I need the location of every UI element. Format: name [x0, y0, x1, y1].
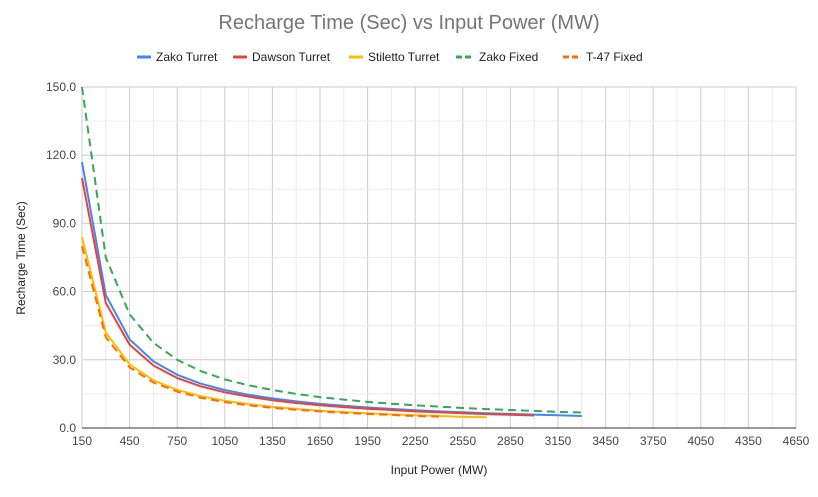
x-tick-label: 1050: [211, 434, 238, 448]
axes: 150 450 750 1050 1350 1650 1950 2250 2550 2850 315…: [46, 80, 810, 448]
x-tick-label: 750: [167, 434, 187, 448]
x-tick-label: 2850: [497, 434, 524, 448]
legend-label: Stiletto Turret: [368, 50, 440, 64]
legend-label: T-47 Fixed: [586, 50, 643, 64]
series-line-t-47-fixed: [81, 245, 440, 418]
legend: Zako Turret Dawson Turret Stiletto Turret Z…: [137, 50, 643, 64]
x-tick-label: 3150: [545, 434, 572, 448]
x-axis-label: Input Power (MW): [391, 463, 488, 477]
x-tick-label: 1650: [307, 434, 334, 448]
series-line-zako-turret: [81, 161, 582, 417]
x-tick-label: 1950: [354, 434, 381, 448]
x-tick-label: 1350: [259, 434, 286, 448]
x-tick-label: 4650: [783, 434, 810, 448]
x-tick-label: 3750: [640, 434, 667, 448]
x-tick-label: 2250: [402, 434, 429, 448]
y-tick-label: 90.0: [53, 216, 77, 230]
x-tick-label: 3450: [592, 434, 619, 448]
series-lines: [81, 86, 582, 419]
x-tick-label: 4050: [687, 434, 714, 448]
legend-label: Zako Turret: [156, 50, 218, 64]
x-tick-label: 150: [72, 434, 92, 448]
legend-label: Zako Fixed: [479, 50, 538, 64]
chart-title: Recharge Time (Sec) vs Input Power (MW): [218, 12, 599, 34]
y-axis-label: Recharge Time (Sec): [14, 201, 28, 314]
y-tick-label: 30.0: [53, 353, 77, 367]
series-line-zako-fixed: [81, 86, 582, 414]
legend-label: Dawson Turret: [252, 50, 331, 64]
y-tick-label: 0.0: [59, 421, 76, 435]
gridlines: [81, 86, 797, 429]
x-tick-label: 450: [120, 434, 140, 448]
y-tick-label: 60.0: [53, 285, 77, 299]
series-line-stiletto-turret: [81, 236, 487, 419]
x-tick-label: 2550: [449, 434, 476, 448]
x-tick-label: 4350: [735, 434, 762, 448]
series-line-dawson-turret: [81, 177, 535, 417]
y-tick-label: 120.0: [46, 148, 76, 162]
y-tick-label: 150.0: [46, 80, 76, 94]
